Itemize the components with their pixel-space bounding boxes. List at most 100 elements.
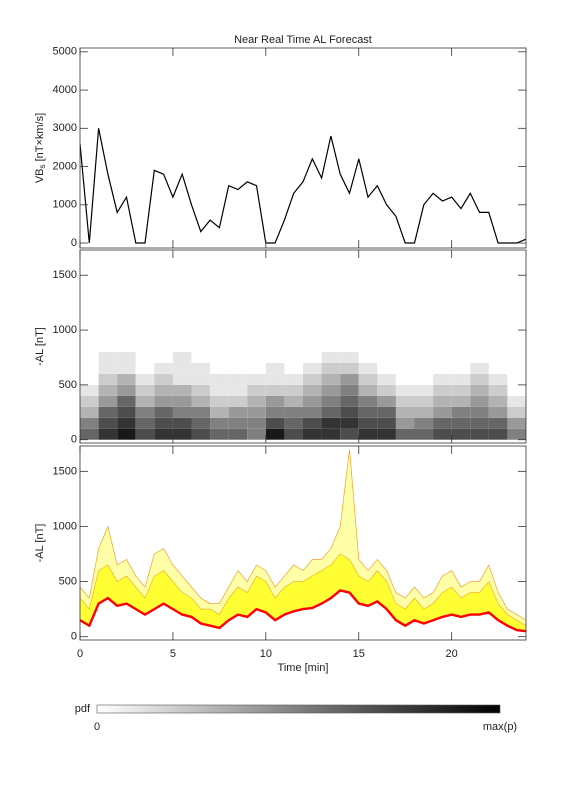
pdf-cell	[377, 395, 396, 407]
pdf-cell	[358, 373, 378, 385]
y-label-unit: [nT×km/s]	[34, 113, 46, 165]
pdf-cell	[358, 406, 378, 418]
pdf-cell	[358, 362, 378, 374]
pdf-cell	[154, 417, 173, 429]
pdf-cell	[284, 428, 303, 440]
pdf-cell	[414, 428, 434, 440]
pdf-cell	[414, 395, 434, 407]
pdf-cell	[80, 384, 99, 396]
y-tick-label: 1000	[53, 199, 77, 211]
pdf-cell	[247, 384, 266, 396]
pdf-cell	[395, 428, 415, 440]
pdf-cell	[470, 428, 489, 440]
pdf-cell	[451, 395, 471, 407]
pdf-cell	[340, 428, 359, 440]
pdf-cell	[358, 417, 378, 429]
pdf-cell	[98, 428, 118, 440]
pdf-cell	[191, 384, 211, 396]
pdf-cell	[117, 406, 136, 418]
pdf-cell	[414, 384, 434, 396]
pdf-cell	[210, 406, 229, 418]
pdf-cell	[470, 384, 489, 396]
pdf-cell	[172, 428, 192, 440]
pdf-cell	[284, 417, 303, 429]
pdf-cell	[172, 373, 192, 385]
pdf-cell	[117, 351, 136, 363]
pdf-cell	[172, 362, 192, 374]
pdf-cell	[154, 406, 173, 418]
pdf-cell	[395, 362, 415, 374]
pdf-cell	[135, 362, 155, 374]
pdf-cell	[284, 384, 303, 396]
pdf-cell	[377, 428, 396, 440]
pdf-cell	[247, 417, 266, 429]
pdf-cell	[80, 351, 99, 363]
pdf-cell	[98, 395, 118, 407]
pdf-cell	[340, 373, 359, 385]
pdf-cell	[265, 373, 285, 385]
pdf-cell	[228, 373, 248, 385]
x-tick-label: 5	[170, 648, 176, 660]
colorbar-min: 0	[94, 721, 100, 733]
pdf-cell	[395, 417, 415, 429]
pdf-cell	[321, 428, 341, 440]
pdf-cell	[433, 406, 452, 418]
pdf-cell	[228, 384, 248, 396]
pdf-cell	[451, 351, 471, 363]
pdf-cell	[303, 373, 322, 385]
pdf-cell	[433, 362, 452, 374]
pdf-cell	[358, 428, 378, 440]
pdf-cell	[117, 362, 136, 374]
pdf-cell	[135, 406, 155, 418]
pdf-cell	[191, 406, 211, 418]
pdf-cell	[265, 428, 285, 440]
pdf-cell	[117, 428, 136, 440]
y-tick-label: 1500	[53, 465, 77, 477]
pdf-cell	[265, 351, 285, 363]
pdf-cell	[470, 362, 489, 374]
pdf-cell	[303, 384, 322, 396]
pdf-cell	[377, 362, 396, 374]
pdf-cell	[154, 395, 173, 407]
pdf-cell	[414, 417, 434, 429]
y-tick-label: 0	[71, 237, 77, 249]
pdf-cell	[303, 417, 322, 429]
pdf-cell	[172, 384, 192, 396]
pdf-cell	[358, 384, 378, 396]
pdf-cell	[488, 351, 508, 363]
chart-title: Near Real Time AL Forecast	[234, 34, 372, 46]
pdf-cell	[433, 384, 452, 396]
pdf-cell	[303, 362, 322, 374]
pdf-cell	[340, 395, 359, 407]
y-tick-label: 1500	[53, 269, 77, 281]
pdf-cell	[507, 406, 526, 418]
pdf-cell	[451, 417, 471, 429]
pdf-cell	[228, 428, 248, 440]
pdf-cell	[98, 384, 118, 396]
pdf-cell	[377, 373, 396, 385]
pdf-cell	[395, 395, 415, 407]
pdf-cell	[488, 417, 508, 429]
pdf-cell	[210, 417, 229, 429]
y-tick-label: 3000	[53, 122, 77, 134]
y-tick-label: 500	[59, 379, 77, 391]
pdf-cell	[154, 362, 173, 374]
pdf-cell	[507, 395, 526, 407]
pdf-cell	[80, 417, 99, 429]
pdf-cell	[507, 373, 526, 385]
x-tick-label: 10	[260, 648, 272, 660]
pdf-cell	[303, 351, 322, 363]
plot-area	[80, 128, 526, 244]
pdf-cell	[340, 406, 359, 418]
pdf-cell	[507, 384, 526, 396]
pdf-cell	[228, 362, 248, 374]
axes-frame	[79, 249, 527, 444]
pdf-cell	[470, 395, 489, 407]
pdf-cell	[321, 373, 341, 385]
pdf-cell	[470, 406, 489, 418]
y-tick-label: 0	[71, 631, 77, 643]
pdf-cell	[303, 395, 322, 407]
y-tick-label: 4000	[53, 84, 77, 96]
pdf-cell	[377, 406, 396, 418]
pdf-cell	[154, 428, 173, 440]
